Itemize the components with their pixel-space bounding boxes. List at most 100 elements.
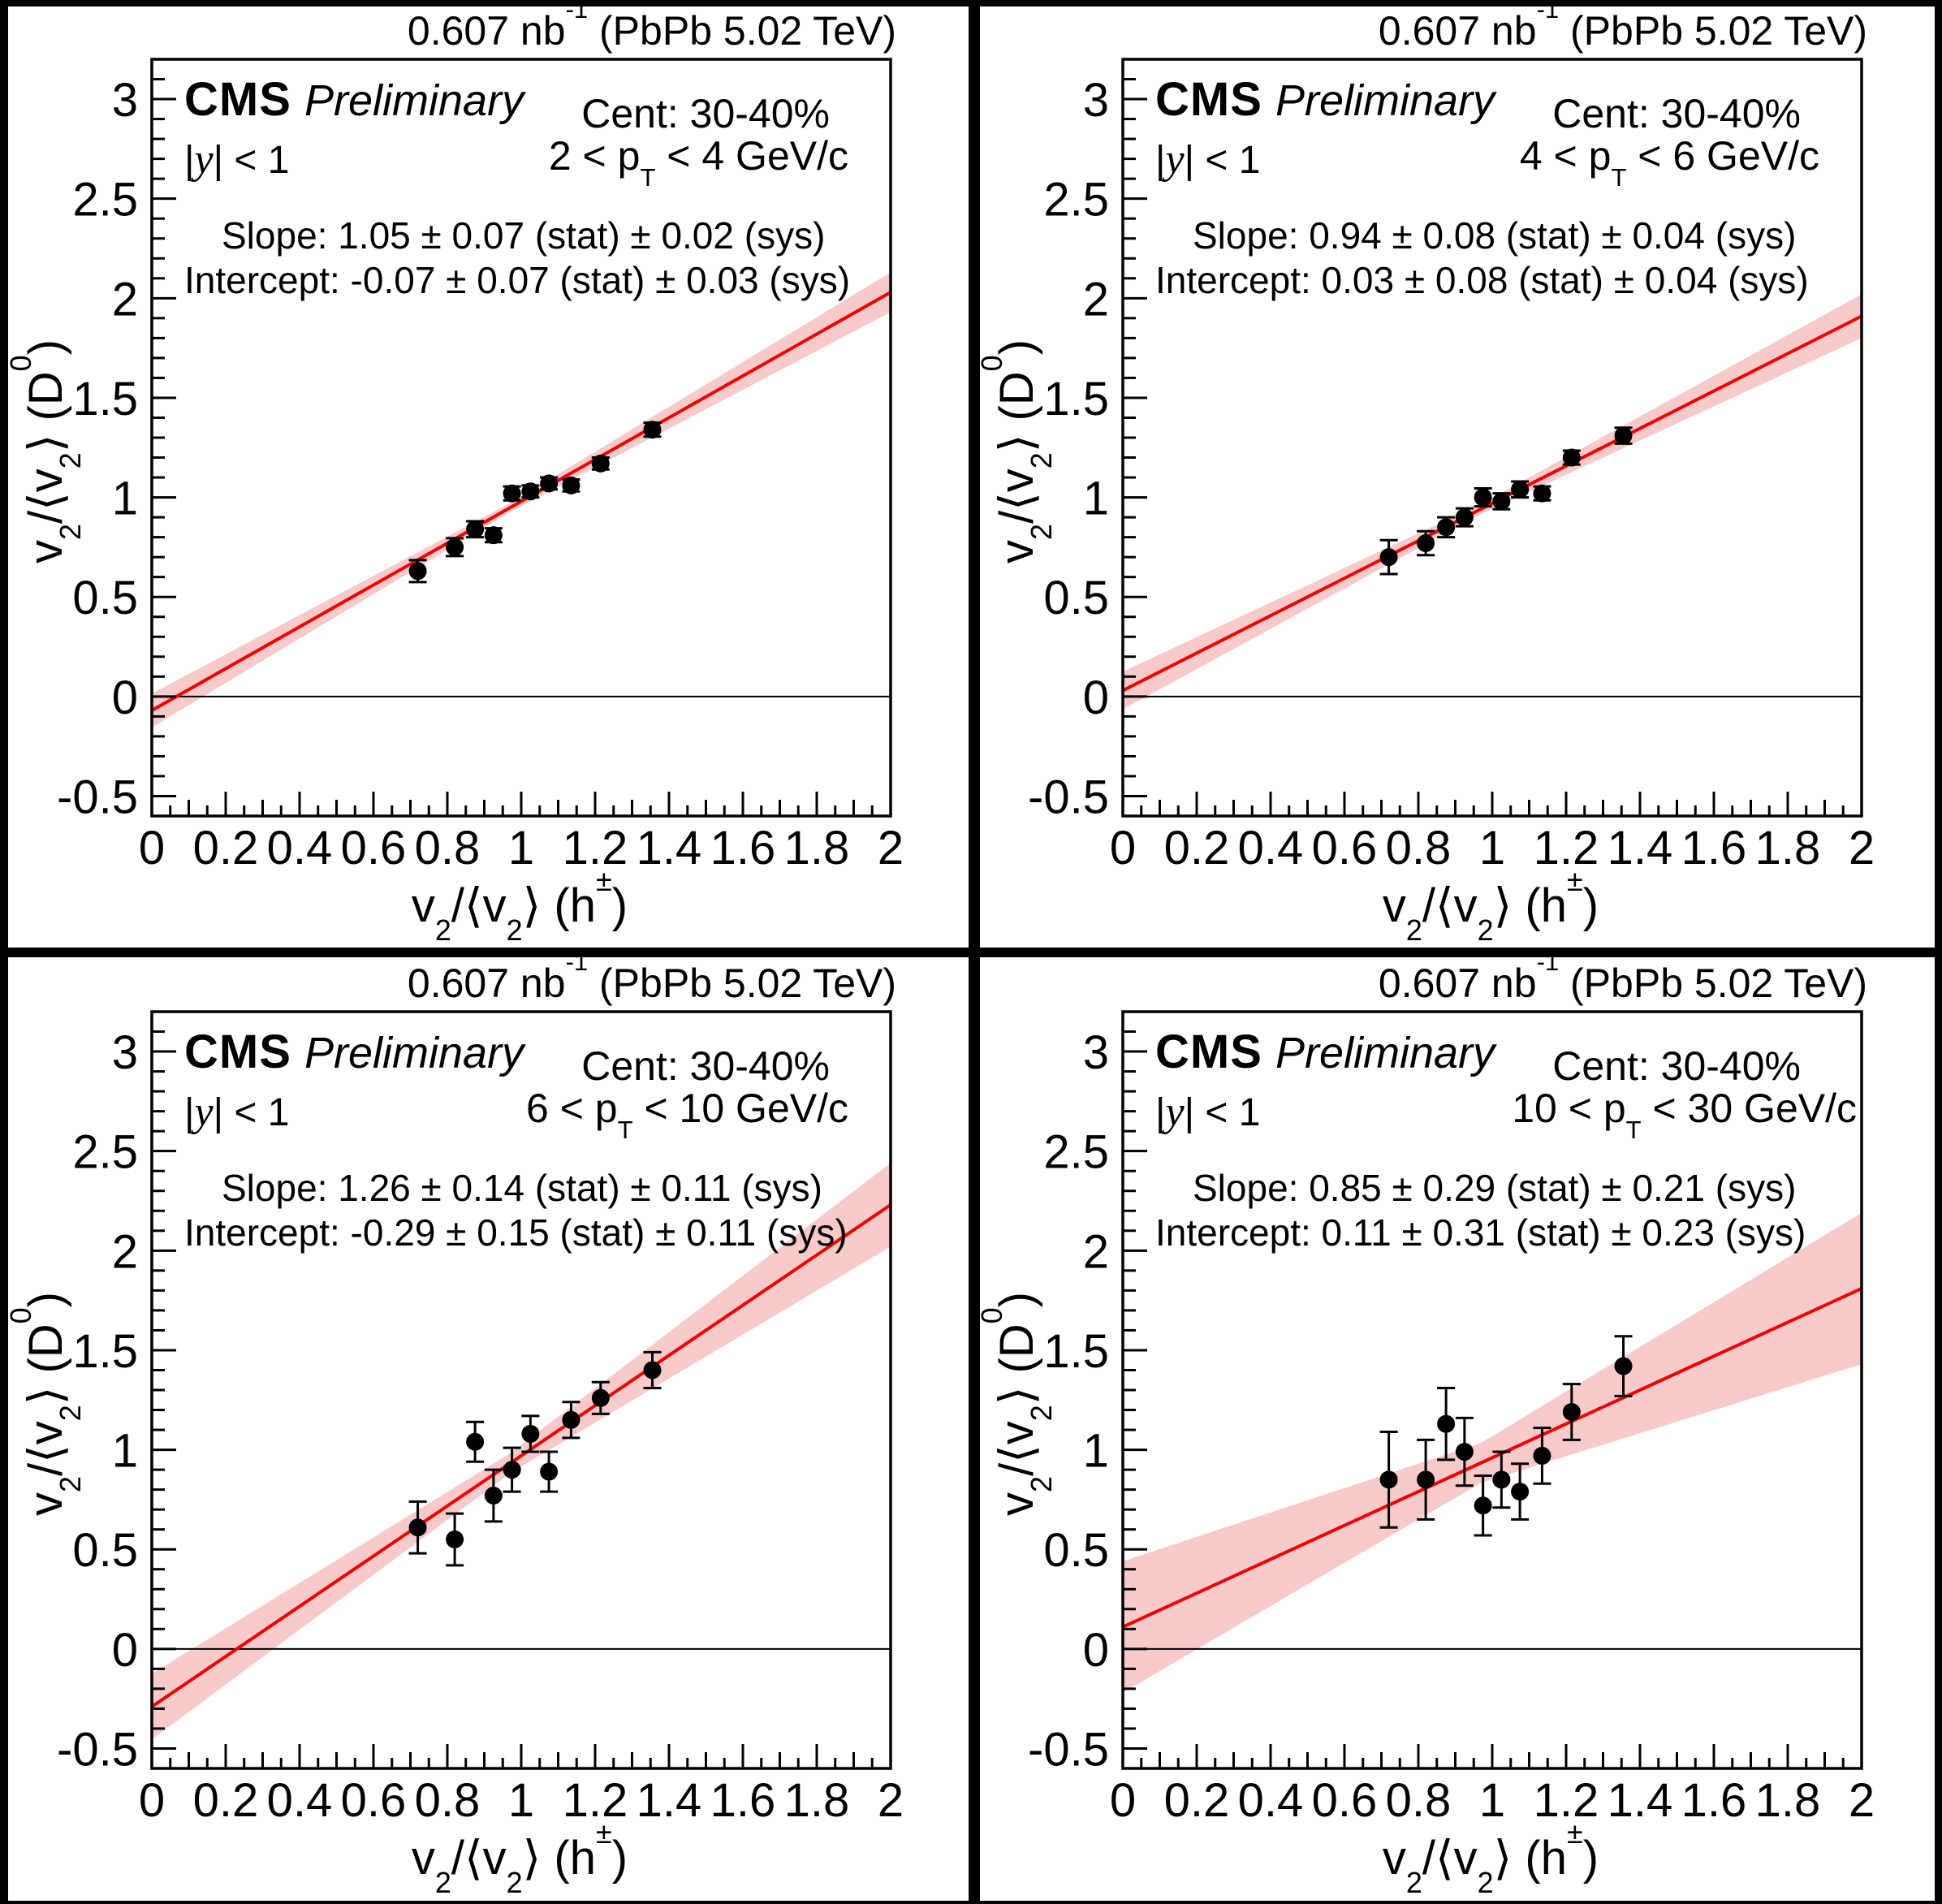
data-point xyxy=(1417,1470,1435,1489)
x-axis-title: v2/⟨v2⟩ (h±) xyxy=(411,1815,628,1899)
preliminary-label: Preliminary xyxy=(1275,1029,1495,1077)
y-tick-label: 3 xyxy=(1083,74,1109,127)
y-tick-label: 2.5 xyxy=(72,1126,138,1179)
experiment-label: CMS Preliminary xyxy=(1155,75,1495,125)
data-point xyxy=(1437,1414,1456,1433)
centrality-label: Cent: 30-40% xyxy=(1552,91,1801,136)
experiment-label: CMS Preliminary xyxy=(184,1027,524,1077)
data-point xyxy=(446,1530,464,1548)
fit-intercept-label: Intercept: 0.03 ± 0.08 (stat) ± 0.04 (sy… xyxy=(1155,259,1809,301)
x-tick-label: 1.6 xyxy=(710,1774,776,1827)
y-tick-label: 0 xyxy=(112,671,138,724)
data-point xyxy=(1379,548,1398,567)
plot-area-pt-10-30: 0 0.2 0.4 0.6 0.8 1 1.2 1.4 1.6 1.8 2-0.500.511.52… xyxy=(1028,1010,1875,1827)
rapidity-label: |y| < 1 xyxy=(184,136,290,183)
x-tick-label: 0.4 xyxy=(267,1774,333,1827)
data-point xyxy=(1492,1470,1511,1489)
fit-uncertainty-band xyxy=(152,1163,891,1740)
y-tick-label: 1.5 xyxy=(72,1325,138,1378)
data-point xyxy=(521,482,540,501)
x-tick-label: 1.8 xyxy=(1755,822,1821,874)
data-point xyxy=(643,421,662,439)
centrality-label: Cent: 30-40% xyxy=(1552,1043,1801,1089)
plot-area-pt-4-6: 0 0.2 0.4 0.6 0.8 1 1.2 1.4 1.6 1.8 2-0.500.511.52… xyxy=(1028,58,1875,874)
pt-range-label: 4 < pT < 6 GeV/c xyxy=(1519,133,1819,192)
y-tick-label: 0 xyxy=(1083,671,1109,724)
y-tick-label: 2 xyxy=(112,1225,138,1278)
data-point xyxy=(562,1410,580,1429)
y-tick-label: 3 xyxy=(1083,1026,1109,1079)
data-point xyxy=(466,1432,485,1451)
fit-line xyxy=(151,291,891,712)
x-tick-label: 1 xyxy=(1479,822,1505,874)
fit-slope-label: Slope: 0.85 ± 0.29 (stat) ± 0.21 (sys) xyxy=(1193,1167,1797,1209)
rapidity-label: |y| < 1 xyxy=(1155,1089,1261,1135)
fit-intercept-label: Intercept: -0.07 ± 0.07 (stat) ± 0.03 (s… xyxy=(184,259,851,301)
panel-pt-10-30-gev: 0 0.2 0.4 0.6 0.8 1 1.2 1.4 1.6 1.8 2 -0.5 0 0.5 1 1.5 2… xyxy=(971,952,1942,1904)
x-tick-label: 0 xyxy=(1110,1774,1136,1827)
x-tick-label: 2 xyxy=(1849,822,1875,874)
data-point xyxy=(466,520,485,538)
y-axis-title: v2/⟨v2⟩ (D0) xyxy=(974,1291,1058,1517)
fit-slope-label: Slope: 1.26 ± 0.14 (stat) ± 0.11 (sys) xyxy=(222,1167,822,1209)
panel-pt-2-4-gev: 0 0.2 0.4 0.6 0.8 1 1.2 1.4 1.6 1.8 2 -0.5 0 0.5 1 1.5 2… xyxy=(0,0,971,952)
data-point xyxy=(1474,488,1492,507)
y-tick-label: 0 xyxy=(112,1624,138,1677)
y-tick-label: 3 xyxy=(112,1026,138,1079)
x-axis-title: v2/⟨v2⟩ (h±) xyxy=(411,863,628,947)
data-point xyxy=(408,562,427,581)
panel-pt-6-10-gev: 0 0.2 0.4 0.6 0.8 1 1.2 1.4 1.6 1.8 2 -0.5 0 0.5 1 1.5 2… xyxy=(0,952,971,1904)
data-point xyxy=(1562,448,1581,467)
x-tick-label: 0.6 xyxy=(341,822,407,874)
data-point xyxy=(1533,1446,1551,1465)
data-point xyxy=(1379,1470,1398,1489)
x-tick-label: 0.6 xyxy=(1312,1774,1378,1827)
x-tick-label: 1.8 xyxy=(784,1774,850,1827)
fit-slope-label: Slope: 0.94 ± 0.08 (stat) ± 0.04 (sys) xyxy=(1193,214,1797,257)
y-axis-title: v2/⟨v2⟩ (D0) xyxy=(3,339,87,564)
y-tick-label: 0 xyxy=(1083,1624,1109,1677)
panel-pt-4-6-gev: 0 0.2 0.4 0.6 0.8 1 1.2 1.4 1.6 1.8 2 -0.5 0 0.5 1 1.5 2… xyxy=(971,0,1942,952)
x-axis-title: v2/⟨v2⟩ (h±) xyxy=(1382,1815,1599,1899)
y-tick-label: -0.5 xyxy=(1028,771,1109,823)
y-tick-label: 2 xyxy=(1083,273,1109,326)
y-tick-label: -0.5 xyxy=(57,771,138,823)
data-point xyxy=(408,1518,427,1537)
y-tick-label: 0.5 xyxy=(1043,572,1109,624)
experiment-label: CMS Preliminary xyxy=(184,73,524,126)
pt-range-label: 10 < pT < 30 GeV/c xyxy=(1512,1086,1857,1144)
x-tick-label: 0.2 xyxy=(1164,1774,1230,1827)
x-tick-label: 1.4 xyxy=(1608,1774,1673,1827)
x-tick-label: 1 xyxy=(508,822,534,874)
data-point xyxy=(540,474,559,493)
y-tick-label: 1 xyxy=(112,473,138,525)
data-point xyxy=(1614,1357,1633,1375)
x-tick-label: 1.6 xyxy=(1681,1774,1747,1827)
x-tick-label: 0 xyxy=(139,822,165,874)
y-tick-label: 1 xyxy=(1083,1425,1109,1478)
panel-divider-horizontal xyxy=(0,948,1942,957)
cms-logo-text: CMS xyxy=(184,73,291,126)
x-tick-label: 0.6 xyxy=(1312,822,1378,874)
y-axis-title: v2/⟨v2⟩ (D0) xyxy=(974,339,1058,564)
pt-range-label: 2 < pT < 4 GeV/c xyxy=(548,133,848,192)
x-tick-label: 0.2 xyxy=(1164,822,1230,874)
x-tick-label: 0.8 xyxy=(415,822,481,874)
y-tick-label: 1 xyxy=(112,1425,138,1478)
centrality-label: Cent: 30-40% xyxy=(581,1043,830,1089)
y-tick-label: -0.5 xyxy=(1028,1723,1109,1776)
x-tick-label: 0.2 xyxy=(193,1774,259,1827)
x-tick-label: 0.8 xyxy=(1386,1774,1452,1827)
x-tick-label: 1.4 xyxy=(637,1774,702,1827)
x-tick-label: 1 xyxy=(1479,1774,1505,1827)
data-point xyxy=(521,1424,540,1443)
data-point xyxy=(484,526,503,545)
data-point xyxy=(503,1461,521,1479)
data-point xyxy=(446,538,464,556)
x-tick-label: 1.4 xyxy=(637,822,702,874)
x-tick-label: 0.8 xyxy=(415,1774,481,1827)
data-point xyxy=(1474,1496,1492,1515)
rapidity-label: |y| < 1 xyxy=(1155,136,1261,183)
x-tick-label: 0.6 xyxy=(341,1774,407,1827)
pt-range-label: 6 < pT < 10 GeV/c xyxy=(526,1086,848,1144)
